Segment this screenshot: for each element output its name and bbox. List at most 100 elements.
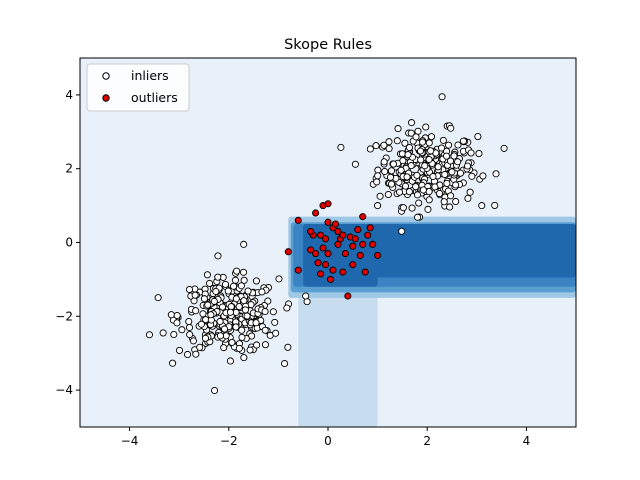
outlier-point [294, 266, 302, 274]
inlier-point [211, 386, 219, 395]
outlier-point [324, 250, 332, 258]
outlier-point [319, 244, 327, 252]
inlier-point [374, 202, 382, 210]
inlier-point [404, 151, 412, 159]
inlier-point [441, 170, 449, 179]
inlier-point [189, 337, 197, 345]
outlier-point [334, 240, 342, 248]
outlier-point [312, 209, 320, 217]
outlier-point [339, 268, 347, 276]
inlier-point [381, 167, 389, 176]
inlier-point [407, 129, 415, 137]
inlier-point [232, 323, 240, 331]
y-tick-label: −2 [55, 309, 73, 323]
outlier-point [307, 227, 315, 235]
inlier-point [269, 308, 277, 316]
inlier-point [159, 329, 167, 337]
inlier-point [439, 136, 447, 144]
outlier-point [329, 266, 337, 274]
inlier-point [500, 144, 508, 152]
inlier-point [240, 240, 248, 248]
inlier-point [395, 188, 404, 196]
inlier-point [231, 276, 239, 284]
inlier-point [284, 343, 292, 351]
inlier-point [374, 172, 382, 180]
inlier-point [173, 311, 181, 320]
inlier-point [386, 173, 395, 181]
inlier-point [431, 183, 439, 191]
y-axis-ticks: −4 −2 0 2 4 [55, 88, 80, 397]
inlier-point [252, 319, 260, 327]
inlier-point [203, 271, 211, 279]
inlier-point [405, 188, 413, 196]
inlier-point [235, 303, 243, 311]
outlier-point [321, 261, 330, 269]
inlier-point [185, 323, 194, 332]
inlier-point [184, 350, 192, 359]
inlier-point [427, 133, 436, 141]
inlier-point [175, 346, 184, 354]
inlier-point [224, 287, 232, 295]
inlier-point [398, 227, 406, 235]
inlier-point [397, 166, 405, 174]
inlier-point [403, 173, 411, 181]
outlier-point [321, 235, 330, 243]
inlier-point [479, 172, 487, 180]
inlier-point [385, 145, 393, 153]
inlier-point [425, 155, 433, 164]
inlier-point [447, 124, 455, 132]
inlier-point [463, 162, 472, 170]
decision-regions [80, 58, 576, 427]
outlier-point [294, 216, 302, 224]
inlier-point [252, 277, 260, 285]
inlier-point [393, 137, 401, 145]
outlier-point [374, 251, 382, 259]
outlier-point [326, 275, 335, 283]
inlier-point [401, 139, 409, 147]
inlier-point [425, 139, 433, 147]
inlier-point [185, 317, 193, 326]
inlier-point [435, 189, 444, 197]
x-tick-label: 4 [523, 434, 531, 448]
outlier-point [349, 242, 357, 250]
legend-label-outliers: outliers [131, 90, 178, 105]
y-tick-label: 4 [65, 88, 73, 102]
inlier-point [244, 287, 252, 295]
inlier-point [226, 357, 234, 365]
inlier-point [221, 280, 230, 288]
inlier-point [226, 308, 235, 316]
inlier-point [437, 144, 446, 152]
outlier-point [312, 250, 320, 258]
inlier-point [216, 317, 224, 326]
inlier-point [445, 141, 453, 149]
inlier-point [454, 158, 462, 166]
outlier-point [334, 227, 342, 235]
outlier-point [341, 250, 349, 258]
inlier-point [200, 295, 208, 303]
inlier-point [302, 292, 310, 300]
inlier-point [442, 152, 451, 160]
outlier-point [369, 240, 377, 248]
inlier-point [218, 303, 227, 311]
inlier-point [447, 192, 455, 200]
inlier-point [416, 147, 425, 155]
x-tick-label: 2 [423, 434, 431, 448]
outlier-point [356, 251, 364, 259]
inlier-point [427, 147, 435, 155]
inlier-point [261, 326, 269, 334]
inlier-point [452, 181, 460, 189]
outlier-point [349, 261, 357, 269]
inlier-point [387, 167, 396, 175]
inlier-point [466, 188, 474, 196]
inlier-point [283, 304, 291, 312]
inlier-point [438, 93, 446, 101]
inlier-point [446, 203, 454, 211]
y-tick-label: 0 [65, 236, 73, 250]
inlier-point [212, 287, 220, 296]
inlier-point [237, 282, 245, 290]
inlier-point [185, 285, 194, 294]
inlier-point [170, 330, 178, 339]
inlier-point [414, 213, 422, 221]
outlier-point [307, 246, 315, 254]
inlier-point [239, 268, 248, 276]
